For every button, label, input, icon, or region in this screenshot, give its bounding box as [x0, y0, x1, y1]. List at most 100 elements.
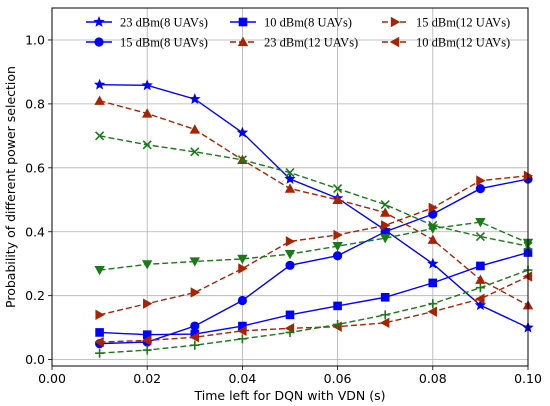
- x-tick-label: 0.08: [419, 371, 447, 386]
- data-point: [94, 95, 105, 105]
- data-point: [428, 202, 438, 213]
- legend: 23 dBm(8 UAVs) 15 dBm(8 UAVs) 10 dBm(8 UAV…: [86, 16, 510, 50]
- data-point: [285, 260, 295, 270]
- data-point: [380, 233, 391, 244]
- data-point: [237, 295, 247, 306]
- data-point: [189, 332, 199, 343]
- legend-item: 15 dBm(12 UAVs): [382, 16, 510, 30]
- data-point: [95, 131, 105, 141]
- x-tick-label: 0.06: [324, 371, 352, 386]
- data-point: [475, 231, 485, 242]
- x-tick-label: 0.10: [514, 371, 542, 386]
- data-point: [475, 218, 486, 228]
- data-point: [428, 299, 438, 309]
- data-point: [142, 330, 152, 339]
- series-line: [99, 269, 529, 354]
- data-point: [428, 278, 438, 288]
- legend-marker: [390, 16, 401, 28]
- legend-label: 15 dBm(12 UAVs): [416, 16, 510, 30]
- y-tick-label: 0.8: [25, 96, 45, 111]
- series-line: [99, 221, 529, 271]
- legend-marker: [389, 36, 400, 48]
- data-point: [141, 79, 153, 91]
- series-15-dbm-12-uavs-: [95, 170, 534, 321]
- series-line: [99, 84, 529, 329]
- data-point: [95, 348, 105, 358]
- series-line: [99, 178, 529, 345]
- data-point: [427, 234, 438, 244]
- data-point: [380, 310, 390, 320]
- data-point: [143, 298, 153, 309]
- data-point: [142, 335, 152, 346]
- legend-item: 10 dBm(8 UAVs): [230, 16, 352, 30]
- series-23-dbm-8-uavs-: [93, 78, 534, 333]
- data-point: [238, 321, 247, 331]
- data-point: [189, 124, 200, 134]
- data-point: [237, 325, 247, 337]
- data-point: [332, 194, 343, 204]
- legend-label: 15 dBm(8 UAVs): [120, 36, 208, 50]
- series-line: [99, 251, 529, 336]
- data-point: [142, 345, 152, 355]
- data-point: [380, 292, 390, 302]
- data-point: [333, 251, 343, 261]
- data-point: [332, 241, 343, 252]
- legend-marker: [237, 36, 249, 47]
- series-line: [99, 135, 529, 247]
- legend-item: 10 dBm(12 UAVs): [382, 36, 510, 50]
- plot-frame: [51, 7, 529, 367]
- y-tick-label: 0.2: [25, 288, 45, 303]
- data-point: [475, 274, 486, 284]
- data-point: [142, 108, 153, 118]
- series-unlabeled-6: [95, 131, 533, 251]
- series-line: [99, 175, 529, 316]
- data-point: [475, 283, 485, 293]
- data-point: [475, 183, 485, 194]
- data-point: [237, 155, 247, 165]
- data-point: [189, 257, 200, 267]
- data-point: [285, 327, 295, 337]
- series-unlabeled-7: [94, 218, 534, 276]
- data-point: [190, 340, 200, 350]
- series-layer: [93, 78, 534, 358]
- data-point: [427, 306, 437, 317]
- data-point: [190, 321, 200, 331]
- y-axis-label: Probability of different power selection: [3, 66, 18, 308]
- data-point: [380, 200, 390, 210]
- x-axis-label: Time left for DQN with VDN (s): [194, 388, 386, 403]
- x-tick-label: 0.00: [38, 371, 66, 386]
- data-point: [190, 329, 200, 339]
- data-point: [237, 334, 247, 344]
- x-tick-label: 0.04: [228, 371, 256, 386]
- data-point: [427, 224, 438, 234]
- data-point: [333, 301, 342, 311]
- legend-label: 10 dBm(8 UAVs): [264, 16, 352, 30]
- series-unlabeled-8: [95, 265, 533, 358]
- data-point: [333, 184, 343, 194]
- data-point: [95, 328, 104, 337]
- data-point: [190, 287, 200, 298]
- data-point: [476, 175, 486, 186]
- data-point: [333, 319, 343, 329]
- data-point: [94, 265, 105, 276]
- legend-item: 23 dBm(8 UAVs): [86, 16, 208, 30]
- data-point: [284, 183, 296, 193]
- data-point: [476, 261, 485, 271]
- legend-marker: [94, 37, 104, 47]
- data-point: [285, 236, 296, 247]
- data-point: [189, 93, 201, 104]
- y-tick-label: 1.0: [25, 32, 45, 47]
- data-point: [284, 173, 296, 184]
- series-line: [99, 100, 529, 306]
- x-tick-label: 0.02: [133, 371, 161, 386]
- series-23-dbm-12-uavs-: [94, 95, 534, 310]
- series-15-dbm-8-uavs-: [95, 174, 533, 349]
- data-point: [285, 310, 295, 320]
- data-point: [142, 140, 152, 150]
- data-point: [475, 293, 485, 305]
- data-point: [236, 126, 249, 138]
- series-10-dbm-12-uavs-: [94, 271, 533, 348]
- data-point: [95, 309, 105, 321]
- series-line: [99, 275, 529, 343]
